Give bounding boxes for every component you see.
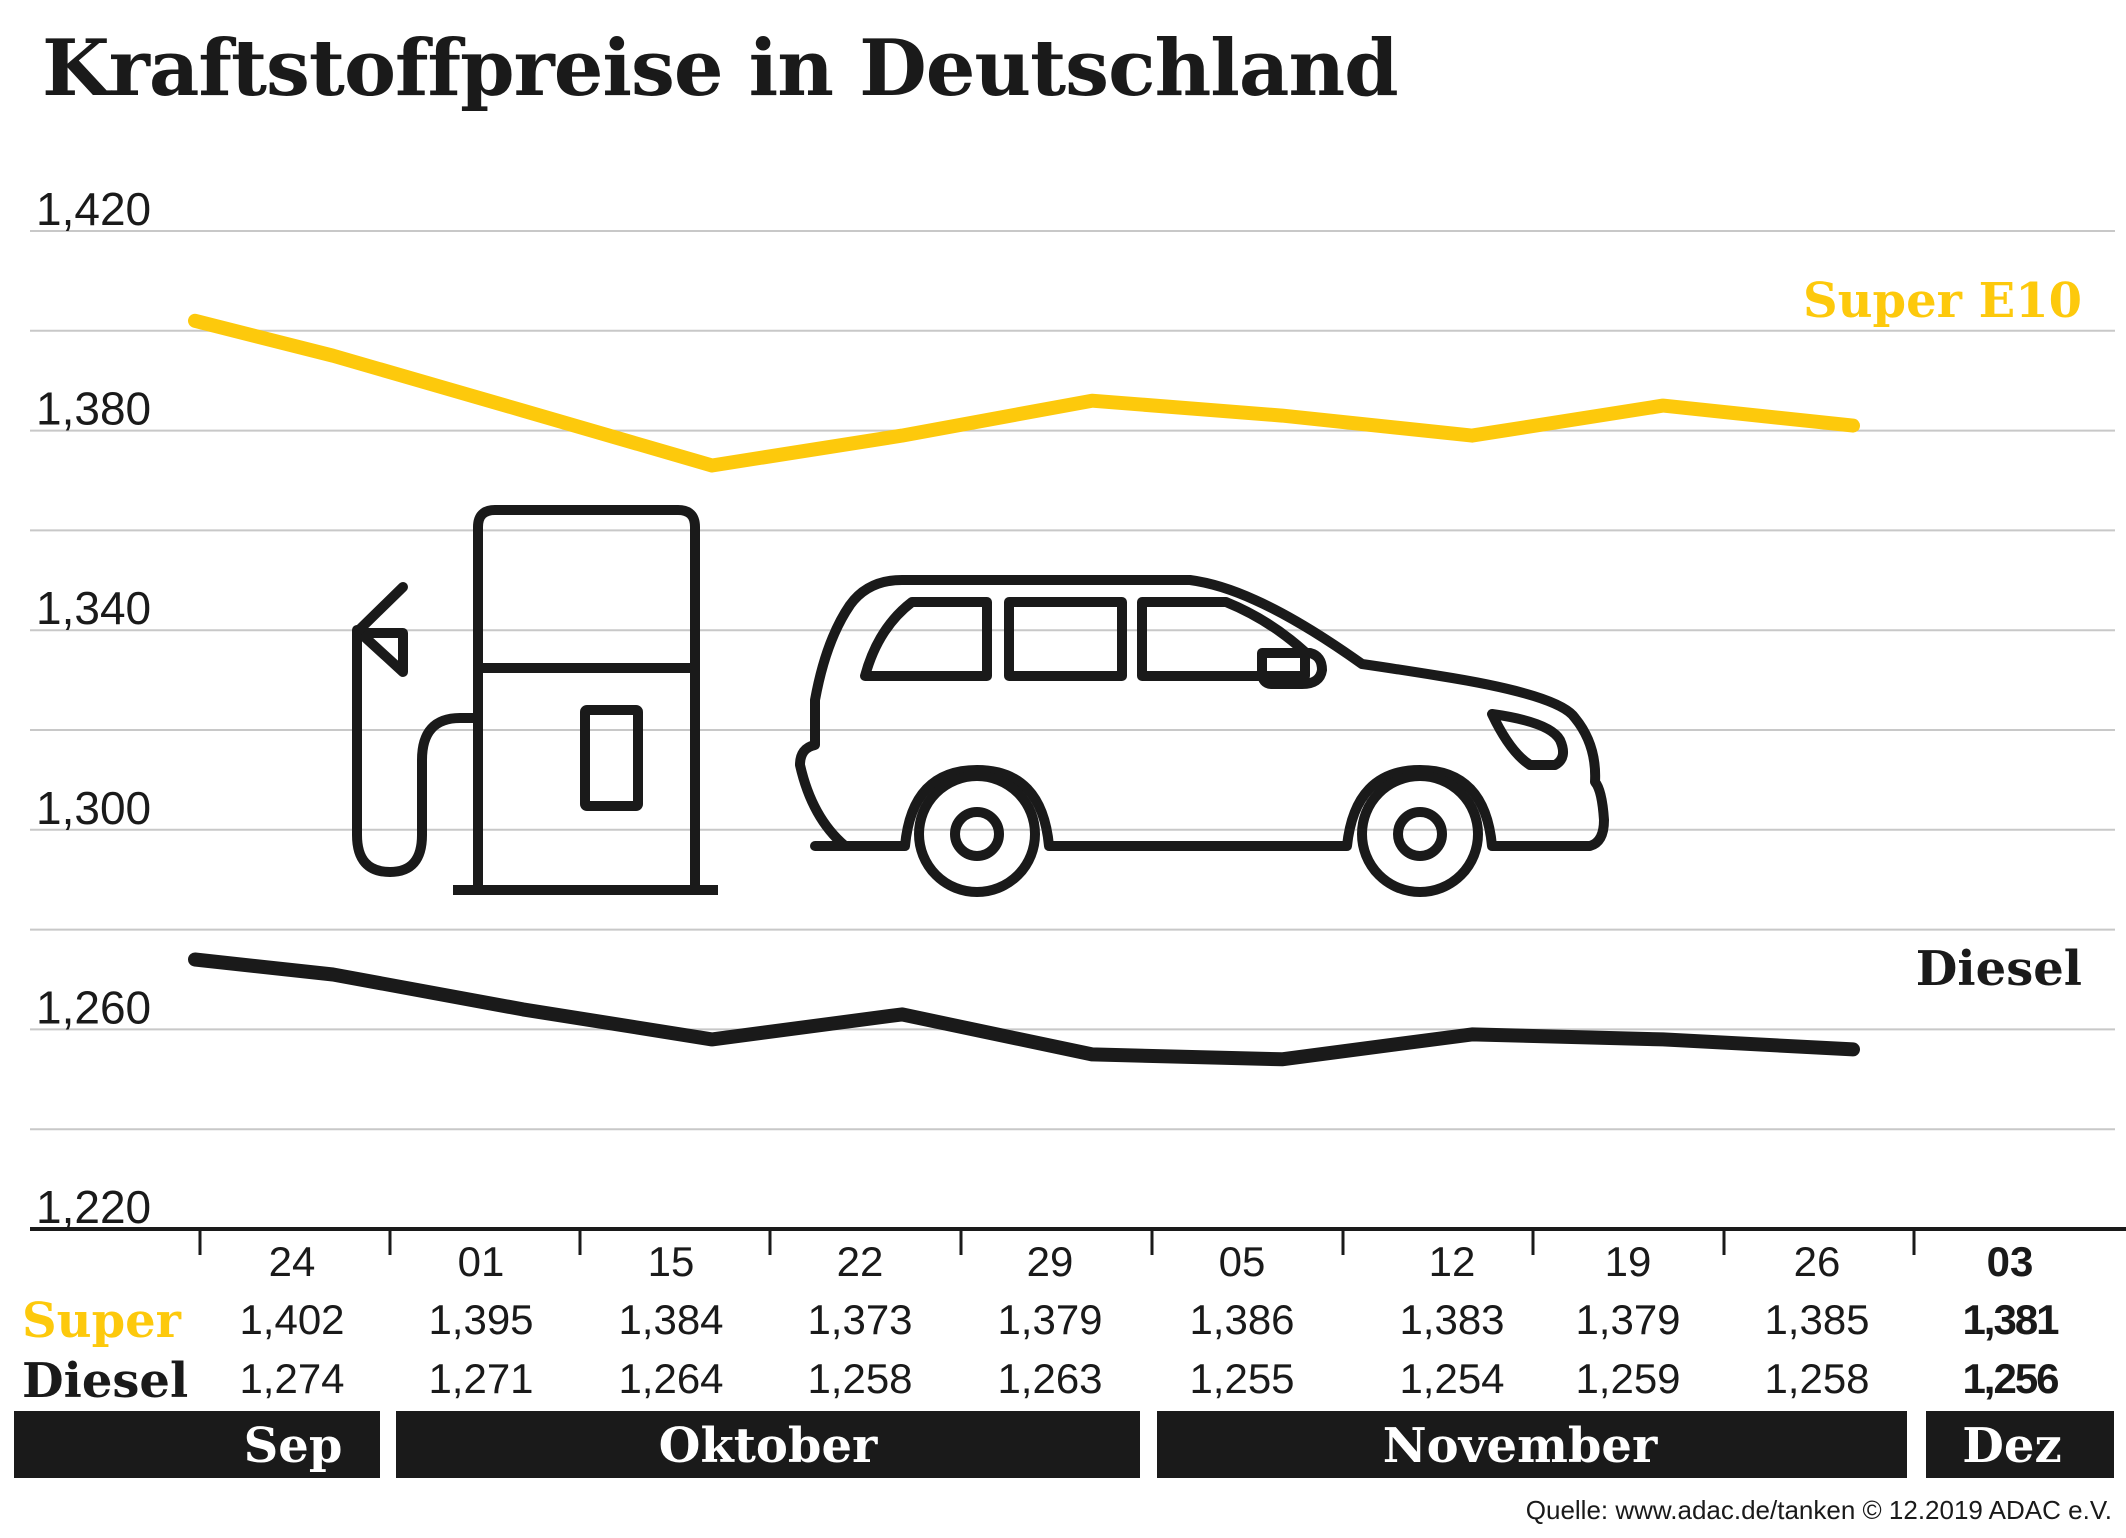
x-tick-label: 01 bbox=[458, 1238, 505, 1285]
month-bar bbox=[1926, 1411, 2114, 1478]
month-bar bbox=[396, 1411, 1140, 1478]
month-bars: Sep Oktober November Dez bbox=[14, 1411, 2114, 1478]
car-icon bbox=[795, 575, 1609, 897]
table-value-diesel: 1,255 bbox=[1189, 1355, 1294, 1402]
x-tick-label: 26 bbox=[1794, 1238, 1841, 1285]
y-tick-label: 1,300 bbox=[36, 782, 151, 834]
table-value-super: 1,383 bbox=[1399, 1296, 1504, 1343]
month-label: Dez bbox=[1962, 1418, 2061, 1474]
table-value-diesel: 1,263 bbox=[997, 1355, 1102, 1402]
series-line-diesel bbox=[188, 952, 1860, 1067]
y-tick-label: 1,380 bbox=[36, 383, 151, 435]
month-label: November bbox=[1383, 1418, 1658, 1474]
x-axis-dividers bbox=[198, 1229, 1916, 1255]
table-value-diesel: 1,254 bbox=[1399, 1355, 1504, 1402]
table-value-diesel: 1,256 bbox=[1962, 1355, 2058, 1402]
x-tick-label: 19 bbox=[1605, 1238, 1652, 1285]
x-tick-label: 29 bbox=[1027, 1238, 1074, 1285]
month-label: Sep bbox=[244, 1418, 343, 1474]
table-value-super: 1,384 bbox=[618, 1296, 723, 1343]
x-tick-label: 22 bbox=[837, 1238, 884, 1285]
y-tick-label: 1,220 bbox=[36, 1181, 151, 1233]
table-value-diesel: 1,264 bbox=[618, 1355, 723, 1402]
table-value-diesel: 1,259 bbox=[1575, 1355, 1680, 1402]
series-line-super bbox=[188, 313, 1860, 473]
series-label-super: Super E10 bbox=[1803, 273, 2082, 329]
x-tick-label: 24 bbox=[269, 1238, 316, 1285]
table-value-diesel: 1,258 bbox=[1764, 1355, 1869, 1402]
fuel-pump-icon bbox=[352, 505, 718, 895]
table-value-super: 1,395 bbox=[428, 1296, 533, 1343]
y-tick-label: 1,260 bbox=[36, 981, 151, 1033]
grid-lines bbox=[30, 230, 2115, 1131]
table-value-diesel: 1,271 bbox=[428, 1355, 533, 1402]
table-super-label: Super bbox=[22, 1293, 182, 1349]
x-tick-label: 15 bbox=[648, 1238, 695, 1285]
x-tick-label: 03 bbox=[1987, 1238, 2034, 1285]
table-value-diesel: 1,258 bbox=[807, 1355, 912, 1402]
month-label: Oktober bbox=[659, 1418, 878, 1474]
month-bar bbox=[1157, 1411, 1907, 1478]
table-value-super: 1,373 bbox=[807, 1296, 912, 1343]
y-tick-label: 1,420 bbox=[36, 183, 151, 235]
table-value-super: 1,379 bbox=[1575, 1296, 1680, 1343]
series-labels: Super E10 Diesel bbox=[1803, 273, 2082, 997]
x-axis-ticks: 24 01 15 22 29 05 12 19 26 03 bbox=[269, 1238, 2034, 1285]
y-axis-ticks: 1,420 1,380 1,340 1,300 1,260 1,220 bbox=[36, 183, 151, 1233]
table-value-super: 1,385 bbox=[1764, 1296, 1869, 1343]
table-value-super: 1,386 bbox=[1189, 1296, 1294, 1343]
month-bar bbox=[14, 1411, 380, 1478]
table-value-super: 1,379 bbox=[997, 1296, 1102, 1343]
y-tick-label: 1,340 bbox=[36, 582, 151, 634]
series-label-diesel: Diesel bbox=[1916, 941, 2082, 997]
x-tick-label: 12 bbox=[1429, 1238, 1476, 1285]
chart-title: Kraftstoffpreise in Deutschland bbox=[42, 23, 1399, 114]
table-value-diesel: 1,274 bbox=[239, 1355, 344, 1402]
source-note: Quelle: www.adac.de/tanken © 12.2019 ADA… bbox=[1525, 1495, 2112, 1525]
x-tick-label: 05 bbox=[1219, 1238, 1266, 1285]
series-lines bbox=[188, 313, 1860, 1067]
value-table: 1,402 1,395 1,384 1,373 1,379 1,386 1,383 1,379… bbox=[239, 1296, 2061, 1402]
table-value-super: 1,402 bbox=[239, 1296, 344, 1343]
table-value-super: 1,381 bbox=[1962, 1296, 2059, 1343]
table-diesel-label: Diesel bbox=[22, 1353, 188, 1409]
